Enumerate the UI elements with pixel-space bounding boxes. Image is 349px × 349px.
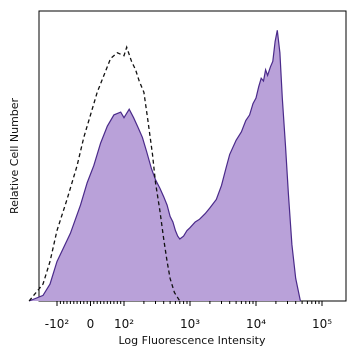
sample-histogram-fill <box>29 30 301 302</box>
x-tick-label: -10² <box>45 317 70 331</box>
x-tick-label: 10³ <box>180 317 200 331</box>
control-histogram-dashed <box>28 45 181 302</box>
series-layer <box>28 30 301 302</box>
x-tick-label: 10² <box>114 317 134 331</box>
x-tick-label: 0 <box>87 317 95 331</box>
x-tick-label: 10⁵ <box>312 317 332 331</box>
x-axis-ticks: -10² 0 10² 10³ 10⁴ 10⁵ <box>45 301 332 331</box>
y-axis-title: Relative Cell Number <box>8 97 21 214</box>
sample-histogram-edge <box>28 30 301 302</box>
x-axis-title: Log Fluorescence Intensity <box>119 334 266 347</box>
x-tick-label: 10⁴ <box>246 317 266 331</box>
